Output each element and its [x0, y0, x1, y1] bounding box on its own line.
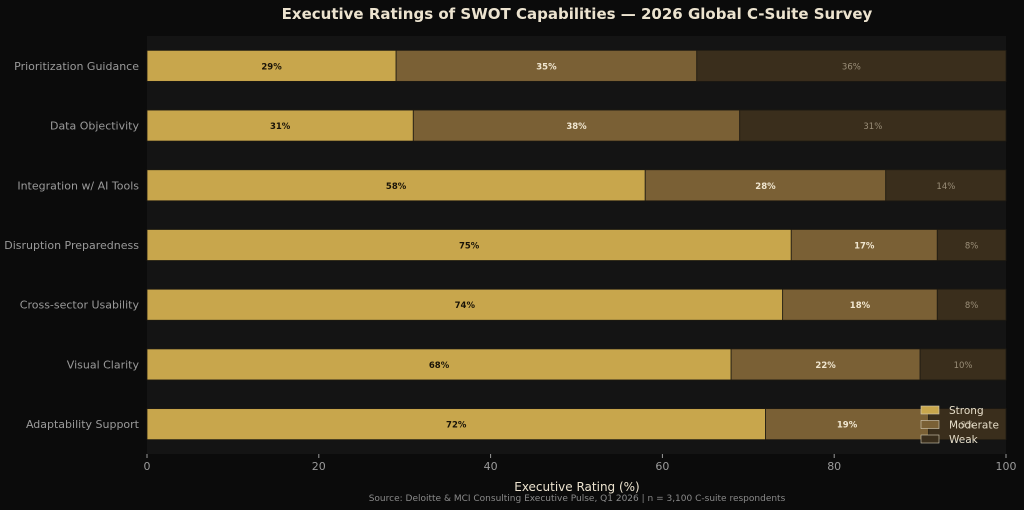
- bar-segment-strong: [146, 109, 414, 142]
- data-label: 10%: [954, 361, 973, 371]
- data-label: 74%: [455, 301, 476, 311]
- bar-segment-strong: [146, 169, 646, 202]
- x-tick-label: 20: [312, 460, 326, 473]
- bar-segment-weak: [919, 348, 1007, 381]
- category-label: Cross-sector Usability: [20, 299, 140, 312]
- bar-segment-weak: [936, 288, 1007, 321]
- source-note: Source: Deloitte & MCI Consulting Execut…: [369, 494, 786, 504]
- data-label: 17%: [854, 242, 875, 252]
- category-label: Adaptability Support: [26, 418, 140, 431]
- bar-segment-strong: [146, 348, 732, 381]
- category-label: Integration w/ AI Tools: [17, 179, 139, 192]
- legend-label: Moderate: [949, 420, 999, 432]
- data-label: 58%: [386, 182, 407, 192]
- bars-layer: 29% 35% 36% 31% 38% 31% 58% 28% 14% 75% 17% 8% 74% 18…: [146, 49, 1007, 441]
- legend-label: Strong: [949, 405, 984, 417]
- category-label: Visual Clarity: [67, 358, 140, 371]
- x-tick-label: 80: [827, 460, 841, 473]
- category-labels: Prioritization Guidance Data Objectivity I…: [4, 60, 139, 431]
- bar-segment-strong: [146, 408, 766, 441]
- bar-segment-moderate: [765, 408, 930, 441]
- data-label: 8%: [965, 301, 979, 311]
- x-tick-label: 40: [484, 460, 498, 473]
- x-axis: 0 20 40 60 80 100: [144, 454, 1017, 473]
- bar-segment-moderate: [412, 109, 741, 142]
- bar-segment-strong: [146, 49, 397, 82]
- legend-label: Weak: [949, 434, 979, 446]
- x-axis-label: Executive Rating (%): [514, 480, 640, 494]
- category-label: Disruption Preparedness: [4, 239, 139, 252]
- bar-segment-weak: [936, 229, 1007, 261]
- x-tick-label: 100: [996, 460, 1017, 473]
- data-label: 75%: [459, 242, 480, 252]
- data-label: 8%: [965, 242, 979, 252]
- data-label: 14%: [936, 182, 955, 192]
- bar-segment-weak: [696, 49, 1007, 82]
- legend-swatch-moderate: [920, 420, 940, 429]
- x-tick-label: 0: [144, 460, 151, 473]
- x-tick-label: 60: [655, 460, 669, 473]
- data-label: 68%: [429, 361, 450, 371]
- bar-segment-moderate: [644, 169, 887, 202]
- bar-segment-weak: [928, 408, 1007, 441]
- data-label: 72%: [446, 421, 467, 431]
- data-label: 18%: [850, 301, 871, 311]
- data-label: 31%: [270, 122, 291, 132]
- data-label: 22%: [815, 361, 836, 371]
- data-label: 31%: [863, 122, 882, 132]
- data-label: 19%: [837, 421, 858, 431]
- legend: Strong Moderate Weak: [920, 405, 999, 446]
- legend-swatch-strong: [920, 405, 940, 415]
- data-label: 28%: [755, 182, 776, 192]
- data-label: 9%: [961, 421, 975, 431]
- data-label: 36%: [842, 62, 861, 72]
- bar-segment-moderate: [790, 229, 938, 261]
- bar-segment-weak: [885, 169, 1007, 202]
- category-label: Data Objectivity: [50, 120, 140, 133]
- data-label: 35%: [536, 62, 557, 72]
- bar-segment-weak: [739, 109, 1007, 142]
- bar-segment-strong: [146, 229, 792, 261]
- bar-segment-moderate: [782, 288, 938, 321]
- bar-segment-moderate: [730, 348, 921, 381]
- bar-segment-strong: [146, 288, 784, 321]
- legend-swatch-weak: [920, 434, 940, 444]
- data-label: 38%: [566, 122, 587, 132]
- data-label: 29%: [261, 62, 282, 72]
- chart-title: Executive Ratings of SWOT Capabilities —…: [282, 5, 873, 23]
- category-label: Prioritization Guidance: [14, 60, 139, 73]
